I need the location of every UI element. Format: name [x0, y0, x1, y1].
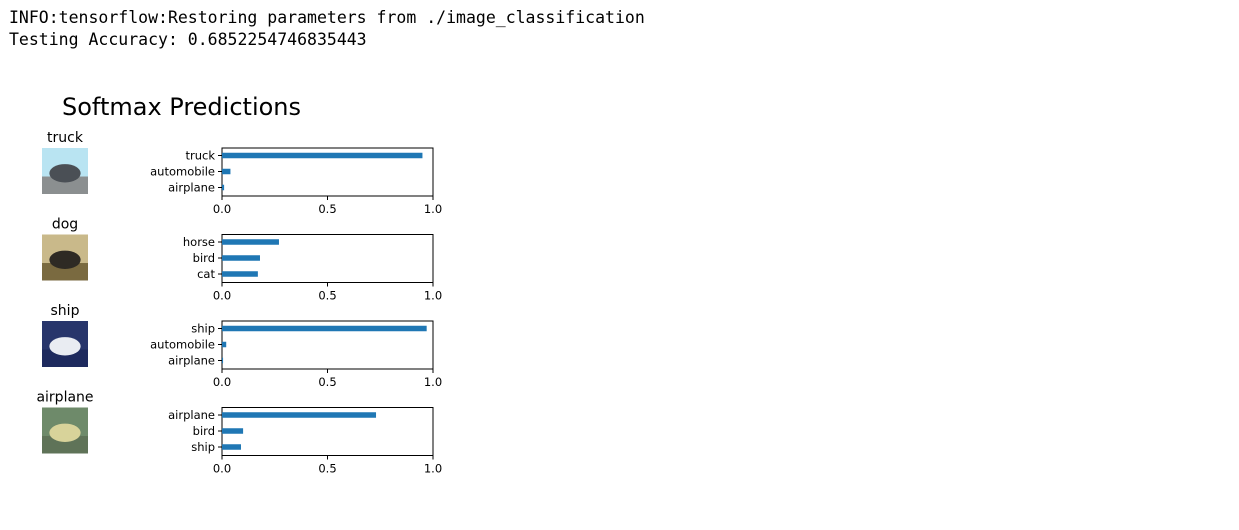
bar: [222, 412, 377, 418]
thumbnail-subject: [49, 164, 81, 183]
bar: [222, 239, 279, 245]
bar: [222, 428, 244, 434]
image-label: truck: [47, 130, 84, 146]
y-tick-label: ship: [191, 322, 215, 336]
x-tick-label: 0.0: [213, 462, 231, 476]
x-tick-label: 0.0: [213, 202, 231, 216]
bar: [222, 325, 427, 332]
y-tick-label: horse: [183, 235, 215, 249]
x-tick-label: 0.5: [318, 289, 336, 303]
x-tick-label: 1.0: [424, 375, 442, 389]
thumbnail-ground: [42, 436, 88, 454]
x-tick-label: 0.5: [318, 462, 336, 476]
y-tick-label: cat: [197, 267, 215, 281]
thumbnail-subject: [49, 337, 81, 356]
bar: [222, 271, 258, 277]
bar: [222, 341, 227, 348]
x-tick-label: 1.0: [424, 289, 442, 303]
output-line: Testing Accuracy: 0.6852254746835443: [9, 30, 367, 49]
y-tick-label: automobile: [150, 165, 215, 179]
thumbnail-subject: [49, 423, 81, 442]
thumbnail-subject: [49, 250, 81, 269]
image-label: dog: [52, 217, 78, 233]
bar: [222, 168, 231, 175]
x-tick-label: 0.5: [318, 375, 336, 389]
x-tick-label: 0.0: [213, 375, 231, 389]
y-tick-label: airplane: [168, 408, 215, 422]
bar: [222, 444, 241, 450]
prediction-panel: airplane airplane bird ship 0.0 0.5 1.0: [36, 390, 442, 476]
y-tick-label: ship: [191, 440, 215, 454]
image-label: airplane: [36, 390, 93, 406]
thumbnail-ground: [42, 263, 88, 281]
output-line: INFO:tensorflow:Restoring parameters fro…: [9, 8, 645, 27]
output-log: INFO:tensorflow:Restoring parameters fro…: [9, 7, 645, 51]
softmax-figure: Softmax Predictions truck truck automobile…: [0, 80, 460, 480]
image-label: ship: [51, 303, 80, 319]
bar: [222, 255, 260, 261]
y-tick-label: airplane: [168, 181, 215, 195]
y-tick-label: bird: [193, 424, 215, 438]
bar: [222, 357, 224, 364]
x-tick-label: 0.5: [318, 202, 336, 216]
y-tick-label: truck: [185, 149, 215, 163]
thumbnail-ground: [42, 176, 88, 194]
x-tick-label: 0.0: [213, 289, 231, 303]
bar: [222, 152, 423, 159]
x-tick-label: 1.0: [424, 202, 442, 216]
y-tick-label: automobile: [150, 338, 215, 352]
prediction-panel: truck truck automobile airplane 0.0 0.5 1.0: [42, 130, 442, 216]
figure-title: Softmax Predictions: [62, 93, 301, 121]
bar: [222, 184, 225, 191]
prediction-panel: dog horse bird cat 0.0 0.5 1.0: [42, 217, 442, 303]
x-tick-label: 1.0: [424, 462, 442, 476]
prediction-panel: ship ship automobile airplane 0.0 0.5 1.0: [42, 303, 442, 389]
y-tick-label: airplane: [168, 354, 215, 368]
y-tick-label: bird: [193, 251, 215, 265]
softmax-figure-svg: Softmax Predictions truck truck automobile…: [36, 93, 442, 476]
thumbnail-ground: [42, 349, 88, 367]
